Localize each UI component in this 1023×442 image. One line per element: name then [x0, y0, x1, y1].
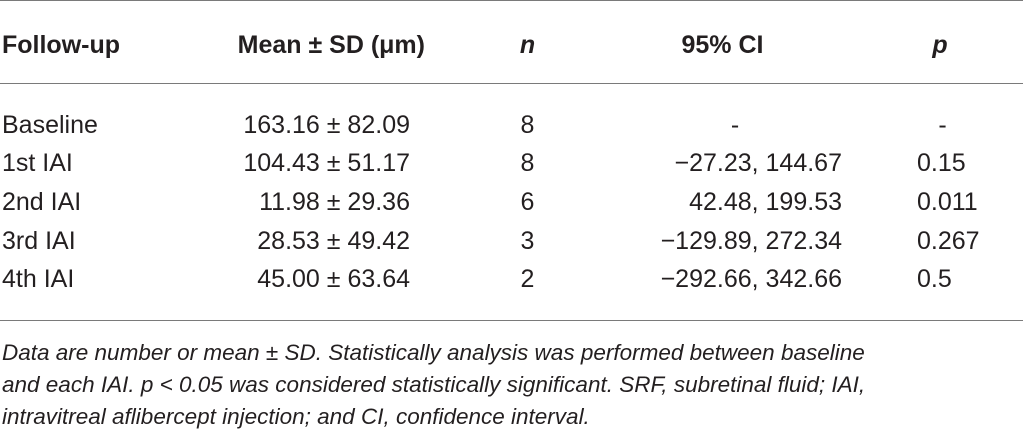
header-ci: 95% CI	[681, 31, 764, 59]
cell-mean-sd: 45.00 ± 63.64	[257, 265, 410, 293]
cell-follow-up: 2nd IAI	[2, 188, 82, 216]
header-follow-up: Follow-up	[2, 31, 121, 59]
cell-p: 0.15	[917, 149, 966, 177]
cell-ci: −27.23, 144.67	[674, 149, 842, 177]
footnote-line: and each IAI. p < 0.05 was considered st…	[2, 372, 866, 397]
cell-p: 0.267	[917, 227, 980, 255]
header-p: p	[932, 31, 948, 59]
table-header-rule	[0, 83, 1023, 84]
cell-ci: −292.66, 342.66	[660, 265, 842, 293]
cell-ci: -	[730, 111, 740, 139]
footnote-line: Data are number or mean ± SD. Statistica…	[2, 340, 865, 365]
cell-n: 8	[520, 111, 535, 139]
cell-n: 3	[520, 227, 535, 255]
cell-ci: −129.89, 272.34	[660, 227, 842, 255]
cell-mean-sd: 11.98 ± 29.36	[259, 188, 410, 216]
cell-follow-up: 3rd IAI	[2, 227, 76, 255]
cell-follow-up: 1st IAI	[2, 149, 73, 177]
cell-follow-up: Baseline	[2, 111, 98, 139]
table-top-rule	[0, 0, 1023, 1]
cell-n: 6	[520, 188, 535, 216]
cell-ci: 42.48, 199.53	[689, 188, 842, 216]
table-bottom-rule	[0, 320, 1023, 321]
cell-n: 8	[520, 149, 535, 177]
header-mean-sd: Mean ± SD (μm)	[237, 31, 425, 59]
cell-p: -	[938, 111, 947, 139]
header-n: n	[519, 31, 536, 59]
cell-mean-sd: 163.16 ± 82.09	[243, 111, 410, 139]
table-footnote: Data are number or mean ± SD. Statistica…	[2, 337, 1012, 433]
cell-p: 0.5	[917, 265, 952, 293]
cell-follow-up: 4th IAI	[2, 265, 75, 293]
footnote-line: intravitreal aflibercept injection; and …	[2, 404, 590, 429]
cell-mean-sd: 104.43 ± 51.17	[243, 149, 410, 177]
cell-n: 2	[520, 265, 535, 293]
cell-p: 0.011	[917, 188, 978, 216]
cell-mean-sd: 28.53 ± 49.42	[257, 227, 410, 255]
